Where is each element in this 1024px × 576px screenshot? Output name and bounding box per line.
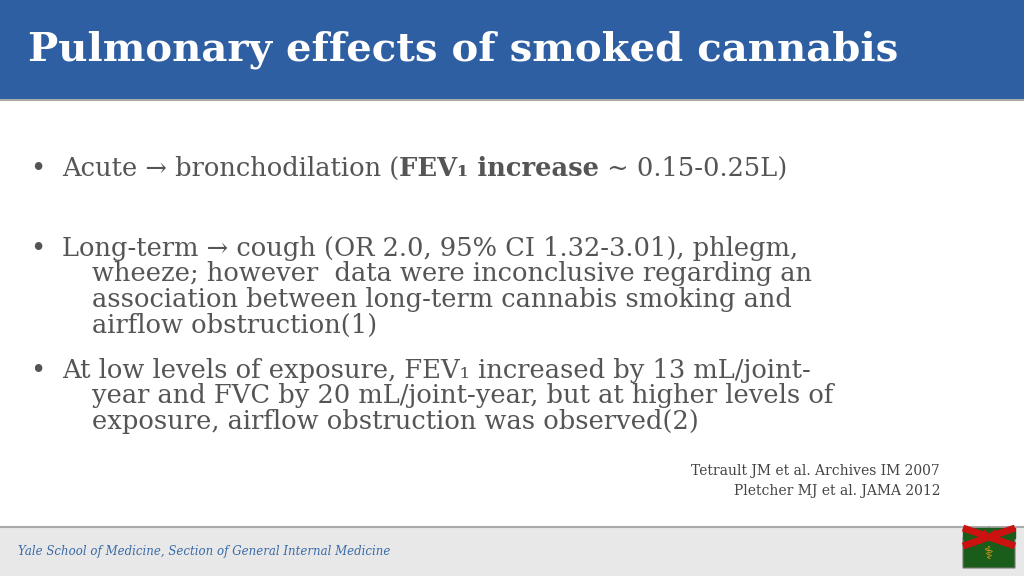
Text: •: • [31, 236, 46, 261]
Text: Pletcher MJ et al. JAMA 2012: Pletcher MJ et al. JAMA 2012 [733, 484, 940, 498]
Text: Long-term → cough (OR 2.0, 95% CI 1.32-3.01), phlegm,: Long-term → cough (OR 2.0, 95% CI 1.32-3… [62, 236, 798, 261]
Text: ✕: ✕ [980, 528, 998, 548]
Text: association between long-term cannabis smoking and: association between long-term cannabis s… [92, 287, 792, 312]
Bar [0, 527, 1024, 576]
Text: year and FVC by 20 mL/joint-year, but at higher levels of: year and FVC by 20 mL/joint-year, but at… [92, 384, 834, 408]
Text: •: • [31, 358, 46, 383]
Text: Acute → bronchodilation (: Acute → bronchodilation ( [62, 156, 399, 181]
Text: Yale School of Medicine, Section of General Internal Medicine: Yale School of Medicine, Section of Gene… [18, 545, 390, 558]
Polygon shape [963, 528, 1015, 568]
Text: FEV₁ increase: FEV₁ increase [399, 156, 599, 181]
Text: ⚕: ⚕ [984, 545, 994, 563]
Text: Tetrault JM et al. Archives IM 2007: Tetrault JM et al. Archives IM 2007 [691, 464, 940, 478]
Text: Pulmonary effects of smoked cannabis: Pulmonary effects of smoked cannabis [28, 31, 898, 69]
Text: wheeze; however  data were inconclusive regarding an: wheeze; however data were inconclusive r… [92, 262, 812, 286]
Text: ~ 0.15-0.25L): ~ 0.15-0.25L) [599, 156, 787, 181]
Text: At low levels of exposure, FEV₁ increased by 13 mL/joint-: At low levels of exposure, FEV₁ increase… [62, 358, 811, 383]
Text: •: • [31, 156, 46, 181]
Text: airflow obstruction(1): airflow obstruction(1) [92, 313, 377, 338]
Bar [0, 0, 1024, 100]
Text: exposure, airflow obstruction was observed(2): exposure, airflow obstruction was observ… [92, 409, 698, 434]
Bar [0, 100, 1024, 527]
